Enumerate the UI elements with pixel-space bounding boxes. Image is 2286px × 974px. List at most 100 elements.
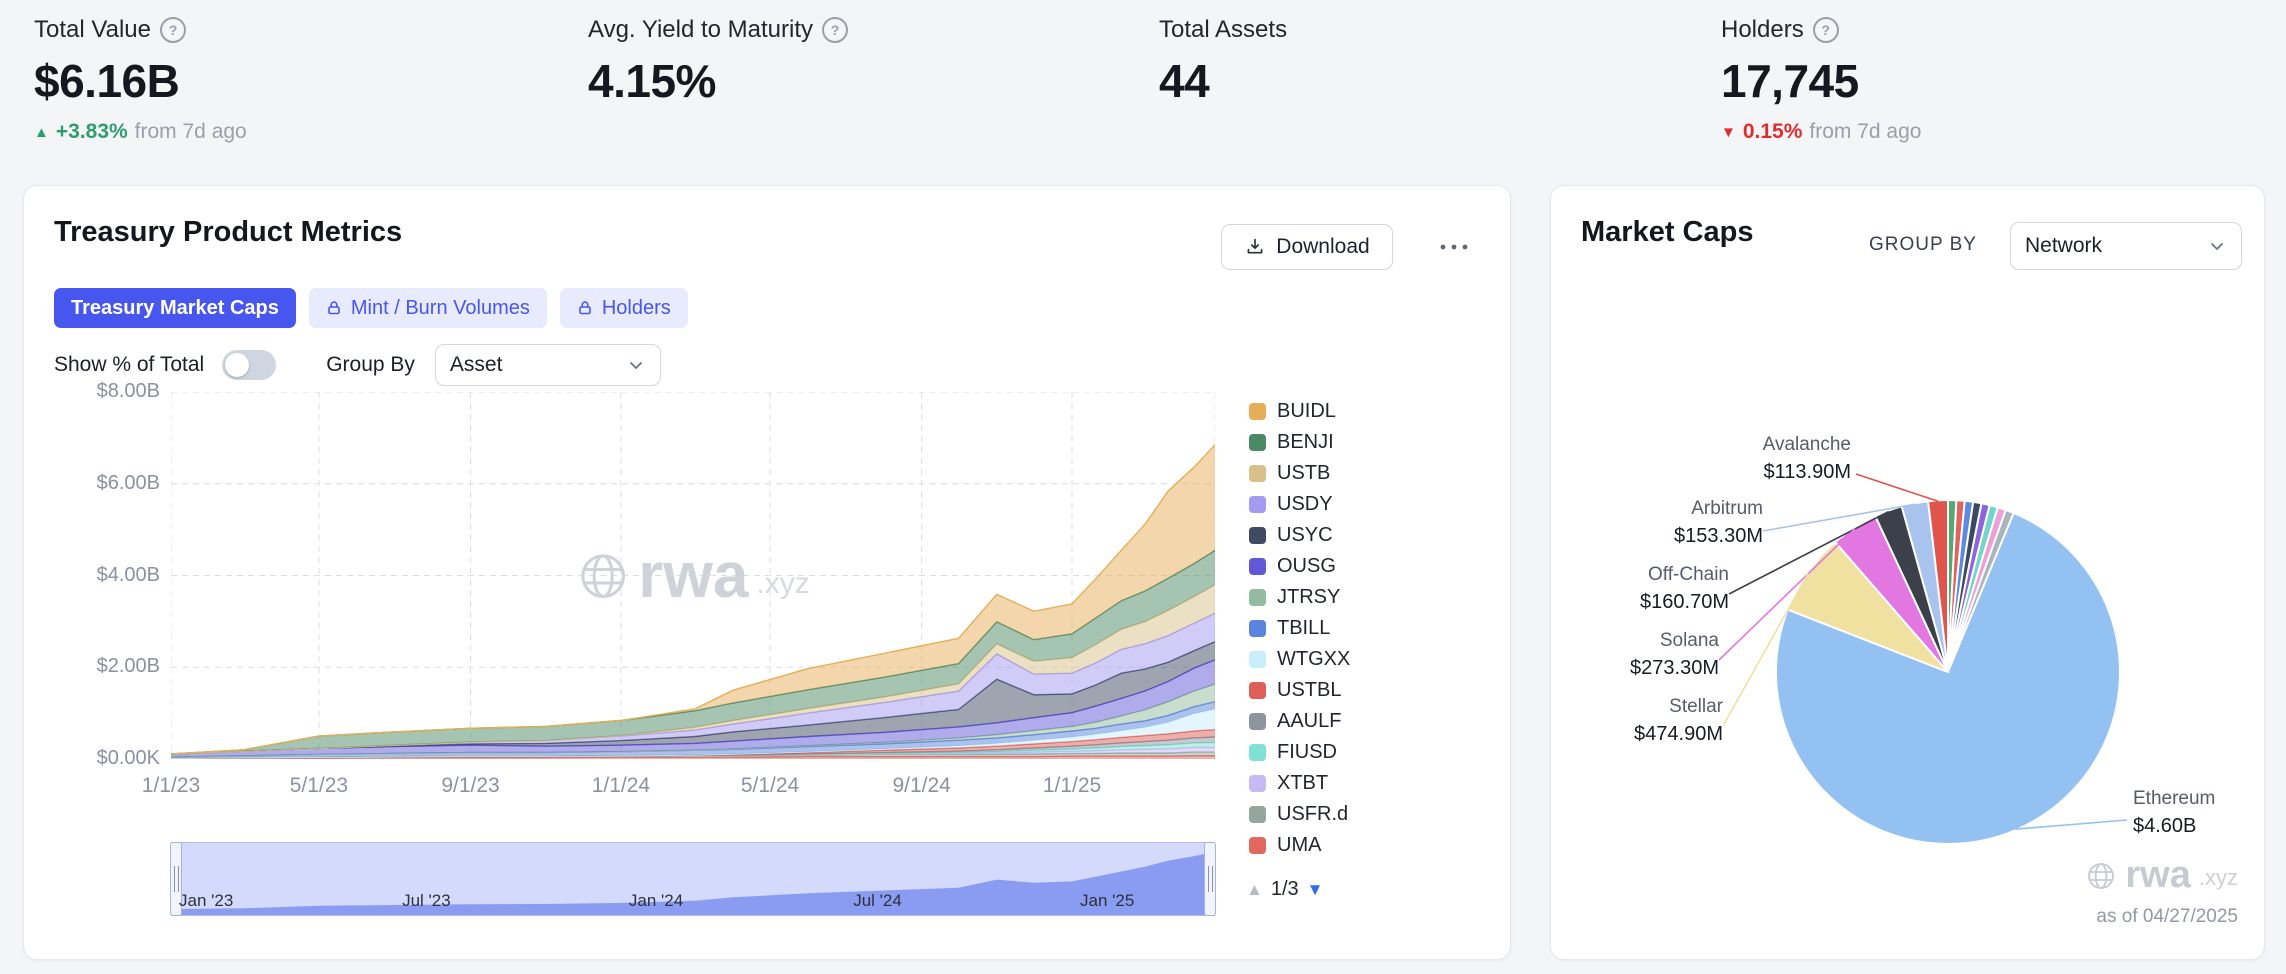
tab-label: Treasury Market Caps bbox=[71, 296, 279, 319]
network-select[interactable]: Network bbox=[2010, 222, 2242, 270]
pie-label-name: Solana bbox=[1659, 630, 1719, 651]
stat-label: Avg. Yield to Maturity bbox=[588, 16, 813, 43]
show-percent-toggle[interactable] bbox=[222, 350, 277, 380]
stat-label: Total Assets bbox=[1159, 16, 1288, 43]
pie-label-name: Avalanche bbox=[1762, 434, 1851, 455]
legend-page-down[interactable]: ▼ bbox=[1306, 879, 1324, 899]
y-axis-tick: $6.00B bbox=[96, 471, 160, 494]
area-series-BUIDL bbox=[171, 444, 1215, 754]
pie-leader-line-solana bbox=[1718, 528, 1856, 661]
legend-item-OUSG[interactable]: OUSG bbox=[1249, 555, 1350, 577]
stats-row: Total Value ? $6.16B ▲ +3.83% from 7d ag… bbox=[34, 16, 2286, 144]
legend-page-up[interactable]: ▲ bbox=[1246, 879, 1263, 899]
pie-slice-avalanche[interactable] bbox=[1926, 498, 1949, 673]
area-series-USTBL bbox=[171, 729, 1215, 759]
legend-item-USTB[interactable]: USTB bbox=[1249, 462, 1350, 484]
chart-range-brush[interactable]: Jan '23 Jul '23 Jan '24 Jul '24 Jan '25 bbox=[170, 842, 1216, 916]
market-caps-pie-chart[interactable]: Avalanche $113.90M Arbitrum $153.30M Off… bbox=[1551, 186, 2264, 959]
pie-label-solana: Solana $273.30M bbox=[1630, 630, 1719, 680]
legend-item-AAULF[interactable]: AAULF bbox=[1249, 710, 1350, 732]
legend-label: USTB bbox=[1277, 461, 1331, 484]
tab-label: Holders bbox=[601, 296, 671, 319]
legend-swatch bbox=[1249, 836, 1266, 854]
help-icon[interactable]: ? bbox=[159, 17, 186, 43]
legend-item-FIUSD[interactable]: FIUSD bbox=[1249, 741, 1350, 763]
card-title: Treasury Product Metrics bbox=[54, 216, 403, 248]
pie-label-value: $113.90M bbox=[1763, 461, 1851, 483]
pie-label-value: $273.30M bbox=[1630, 657, 1719, 679]
legend-swatch bbox=[1249, 464, 1266, 482]
delta-value: 0.15% bbox=[1742, 120, 1803, 143]
legend-swatch bbox=[1249, 588, 1266, 606]
pie-svg bbox=[1718, 473, 2128, 845]
chart-tabs: Treasury Market Caps Mint / Burn Volumes… bbox=[54, 288, 688, 328]
area-series-TBILL bbox=[171, 701, 1215, 759]
legend-label: USTBL bbox=[1277, 678, 1342, 701]
delta-suffix: from 7d ago bbox=[1809, 120, 1922, 143]
watermark-tld: .xyz bbox=[2198, 865, 2238, 891]
legend-label: UMA bbox=[1277, 833, 1322, 856]
legend-swatch bbox=[1249, 402, 1266, 420]
tab-holders[interactable]: Holders bbox=[559, 288, 688, 328]
help-icon[interactable]: ? bbox=[1812, 17, 1839, 43]
legend-swatch bbox=[1249, 805, 1266, 823]
network-selected-value: Network bbox=[2025, 234, 2103, 257]
brush-handle-left[interactable] bbox=[170, 842, 182, 916]
help-icon[interactable]: ? bbox=[822, 17, 848, 43]
treasury-product-metrics-card: Treasury Product Metrics Download Treasu… bbox=[23, 185, 1511, 960]
more-options-button[interactable] bbox=[1432, 230, 1476, 264]
pie-leader-line-ethereum bbox=[2015, 819, 2128, 830]
brush-handle-right[interactable] bbox=[1204, 842, 1216, 916]
legend-swatch bbox=[1249, 712, 1266, 730]
more-options-icon bbox=[1440, 244, 1468, 250]
legend-item-XTBT[interactable]: XTBT bbox=[1249, 772, 1350, 794]
group-by-select[interactable]: Asset bbox=[434, 344, 661, 386]
pie-leader-line-avalanche bbox=[1855, 473, 1939, 503]
legend-item-USTBL[interactable]: USTBL bbox=[1249, 679, 1350, 701]
treasury-stacked-area-chart[interactable] bbox=[171, 392, 1215, 759]
x-axis-tick: 9/1/24 bbox=[892, 774, 951, 797]
brush-minimap-chart bbox=[171, 842, 1215, 916]
legend-item-USFR.d[interactable]: USFR.d bbox=[1249, 803, 1350, 825]
chevron-down-icon bbox=[2211, 243, 2223, 251]
legend-item-BUIDL[interactable]: BUIDL bbox=[1249, 400, 1350, 422]
group-by-caption: GROUP BY bbox=[1869, 234, 1977, 255]
legend-item-USDY[interactable]: USDY bbox=[1249, 493, 1350, 515]
legend-label: WTGXX bbox=[1277, 647, 1351, 670]
download-button[interactable]: Download bbox=[1221, 224, 1393, 270]
brush-tick: Jan '25 bbox=[1080, 891, 1135, 910]
card-title: Market Caps bbox=[1581, 216, 1754, 248]
legend-label: JTRSY bbox=[1277, 585, 1341, 608]
legend-item-WTGXX[interactable]: WTGXX bbox=[1249, 648, 1350, 670]
legend-item-BENJI[interactable]: BENJI bbox=[1249, 431, 1350, 453]
area-series-OUSG bbox=[171, 659, 1215, 758]
area-series-BENJI bbox=[171, 550, 1215, 754]
legend-label: XTBT bbox=[1277, 771, 1329, 794]
chart-controls: Show % of Total Group By Asset bbox=[54, 344, 661, 386]
legend-swatch bbox=[1249, 495, 1266, 513]
legend-item-JTRSY[interactable]: JTRSY bbox=[1249, 586, 1350, 608]
stat-total-value: Total Value ? $6.16B ▲ +3.83% from 7d ag… bbox=[34, 16, 588, 144]
pie-leader-line-arbitrum bbox=[1762, 503, 1916, 532]
x-axis-tick: 5/1/24 bbox=[740, 774, 800, 797]
legend-label: USFR.d bbox=[1277, 802, 1349, 825]
pie-label-name: Stellar bbox=[1669, 696, 1723, 717]
legend-swatch bbox=[1249, 526, 1266, 544]
legend-pager: ▲ 1/3 ▼ bbox=[1246, 878, 1323, 901]
pie-label-name: Ethereum bbox=[2133, 788, 2216, 809]
group-by-selected-value: Asset bbox=[449, 353, 503, 376]
pie-label-stellar: Stellar $474.90M bbox=[1634, 696, 1723, 746]
y-axis-tick: $4.00B bbox=[96, 563, 160, 586]
stat-holders: Holders ? 17,745 ▼ 0.15% from 7d ago bbox=[1721, 16, 2286, 144]
pie-slice-ethereum[interactable] bbox=[1775, 511, 2121, 845]
legend-swatch bbox=[1249, 650, 1266, 668]
delta-suffix: from 7d ago bbox=[134, 120, 247, 143]
legend-item-USYC[interactable]: USYC bbox=[1249, 524, 1350, 546]
stat-delta: ▼ 0.15% from 7d ago bbox=[1721, 120, 2286, 144]
pie-label-arbitrum: Arbitrum $153.30M bbox=[1674, 498, 1763, 548]
tab-mint-burn-volumes[interactable]: Mint / Burn Volumes bbox=[308, 288, 547, 328]
download-label: Download bbox=[1276, 235, 1370, 258]
legend-item-TBILL[interactable]: TBILL bbox=[1249, 617, 1350, 639]
legend-item-UMA[interactable]: UMA bbox=[1249, 834, 1350, 856]
tab-treasury-market-caps[interactable]: Treasury Market Caps bbox=[54, 288, 296, 328]
